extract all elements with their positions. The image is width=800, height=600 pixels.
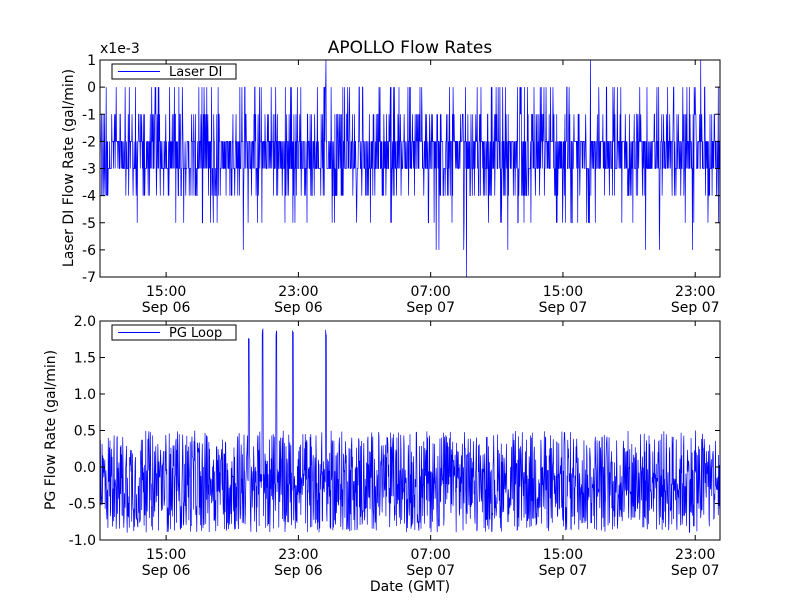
x-tick-label-date: Sep 06 — [274, 300, 323, 316]
x-axis-label: Date (GMT) — [370, 579, 450, 595]
axes-frame — [99, 320, 721, 541]
y-tick-label: 0.5 — [74, 424, 96, 440]
x-tick-label-time: 15:00 — [543, 284, 583, 300]
legend-label: Laser DI — [169, 65, 222, 80]
x-tick-label-time: 07:00 — [410, 547, 450, 563]
figure-title: APOLLO Flow Rates — [328, 38, 493, 58]
series-line-pg-loop — [100, 328, 720, 533]
offset-label: x1e-3 — [100, 41, 140, 57]
x-tick-label-date: Sep 07 — [671, 563, 720, 579]
x-tick-label-date: Sep 07 — [671, 300, 720, 316]
x-tick-label-time: 23:00 — [675, 547, 715, 563]
y-tick-label: 2.0 — [74, 314, 96, 330]
y-tick-label: -2 — [82, 134, 96, 150]
pg-loop-ylabel: PG Flow Rate (gal/min) — [43, 350, 59, 510]
y-tick-label: 0.0 — [74, 460, 96, 476]
legend: PG Loop — [111, 324, 237, 341]
y-tick-label: 1 — [87, 53, 96, 69]
y-tick-label: -7 — [82, 270, 96, 286]
y-tick-label: 1.0 — [74, 387, 96, 403]
y-tick-label: -5 — [82, 216, 96, 232]
x-tick-label-date: Sep 07 — [406, 563, 455, 579]
x-tick-label-time: 15:00 — [543, 547, 583, 563]
x-tick-label-time: 23:00 — [675, 284, 715, 300]
y-tick-label: -1.0 — [69, 533, 96, 549]
x-tick-label-date: Sep 07 — [539, 563, 588, 579]
y-tick-label: 1.5 — [74, 351, 96, 367]
x-tick-label-time: 23:00 — [278, 284, 318, 300]
x-tick-label-date: Sep 07 — [539, 300, 588, 316]
x-tick-label-time: 07:00 — [410, 284, 450, 300]
legend: Laser DI — [111, 63, 237, 80]
pg-loop-panel: PG Flow Rate (gal/min) 2.0 1.5 1.0 0.5 0.0 -0… — [43, 314, 721, 579]
y-tick-label: -1 — [82, 107, 96, 123]
legend-label: PG Loop — [169, 326, 222, 341]
laser-di-panel: x1e-3 Laser DI Flow Rate (gal/min) 1 0 -1 -… — [61, 41, 721, 316]
x-tick-label-time: 15:00 — [146, 547, 186, 563]
y-tick-label: -0.5 — [69, 497, 96, 513]
x-tick-label-date: Sep 06 — [142, 300, 191, 316]
x-tick-label-time: 15:00 — [146, 284, 186, 300]
x-tick-label-date: Sep 06 — [274, 563, 323, 579]
x-tick-label-date: Sep 06 — [142, 563, 191, 579]
y-tick-label: 0 — [87, 80, 96, 96]
series-line-laser-di — [100, 60, 720, 277]
y-tick-label: -6 — [82, 243, 96, 259]
y-tick-label: -4 — [82, 189, 96, 205]
y-tick-label: -3 — [82, 162, 96, 178]
x-tick-label-date: Sep 07 — [406, 300, 455, 316]
x-tick-label-time: 23:00 — [278, 547, 318, 563]
laser-di-ylabel: Laser DI Flow Rate (gal/min) — [61, 69, 77, 267]
